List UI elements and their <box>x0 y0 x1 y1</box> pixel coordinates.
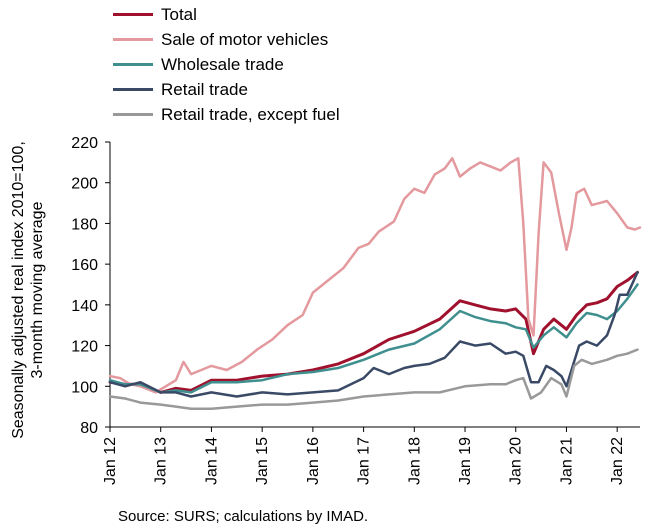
x-tick-label: Jan 14 <box>203 437 220 485</box>
chart-axes: 80 100 120 140 160 180 200 220 Jan 12 Jan 13 Jan 1… <box>71 135 640 485</box>
series-line-retail-trade <box>108 271 639 398</box>
x-tick-label: Jan 20 <box>508 437 525 485</box>
y-axis-label: Seasonally adjusted real index 2010=100,… <box>9 141 47 439</box>
y-tick-label: 220 <box>71 135 98 152</box>
source-note: Source: SURS; calculations by IMAD. <box>118 508 369 525</box>
x-tick-label: Jan 16 <box>305 437 322 485</box>
series-line-retail-trade-except-fuel <box>108 348 639 410</box>
legend-item-total: Total <box>113 2 340 27</box>
legend-swatch <box>113 88 153 91</box>
legend-swatch <box>113 113 153 116</box>
y-axis-label-line-1: Seasonally adjusted real index 2010=100, <box>10 141 27 439</box>
x-tick-label: Jan 13 <box>153 437 170 485</box>
y-tick-label: 180 <box>71 216 98 233</box>
x-tick-label: Jan 22 <box>609 437 626 485</box>
legend-label: Wholesale trade <box>161 54 284 74</box>
legend: Total Sale of motor vehicles Wholesale t… <box>113 2 340 127</box>
y-axis-label-line-2: 3-month moving average <box>29 201 46 379</box>
y-tick-label: 120 <box>71 339 98 356</box>
y-tick-label: 80 <box>80 420 98 437</box>
legend-item-retail-trade: Retail trade <box>113 77 340 102</box>
legend-swatch <box>113 63 153 66</box>
legend-item-retail-trade-except-fuel: Retail trade, except fuel <box>113 102 340 127</box>
y-tick-label: 160 <box>71 257 98 274</box>
series-line-total <box>108 270 639 394</box>
legend-label: Retail trade, except fuel <box>161 104 340 124</box>
x-tick-label: Jan 12 <box>102 437 119 485</box>
x-tick-label: Jan 19 <box>457 437 474 485</box>
y-tick-label: 200 <box>71 176 98 193</box>
legend-label: Sale of motor vehicles <box>161 29 329 49</box>
x-tick-label: Jan 17 <box>356 437 373 485</box>
legend-item-sale-of-motor-vehicles: Sale of motor vehicles <box>113 27 340 52</box>
x-tick-label: Jan 18 <box>406 437 423 485</box>
legend-item-wholesale-trade: Wholesale trade <box>113 52 340 77</box>
legend-swatch <box>113 13 153 16</box>
series-line-wholesale-trade <box>108 283 639 394</box>
series-line-sale-of-motor-vehicles <box>108 157 642 394</box>
chart-series <box>108 157 642 410</box>
x-tick-label: Jan 15 <box>254 437 271 485</box>
legend-label: Retail trade <box>161 79 248 99</box>
x-tick-label: Jan 21 <box>558 437 575 485</box>
legend-label: Total <box>161 4 197 24</box>
y-tick-label: 100 <box>71 379 98 396</box>
legend-swatch <box>113 38 153 41</box>
y-tick-label: 140 <box>71 298 98 315</box>
